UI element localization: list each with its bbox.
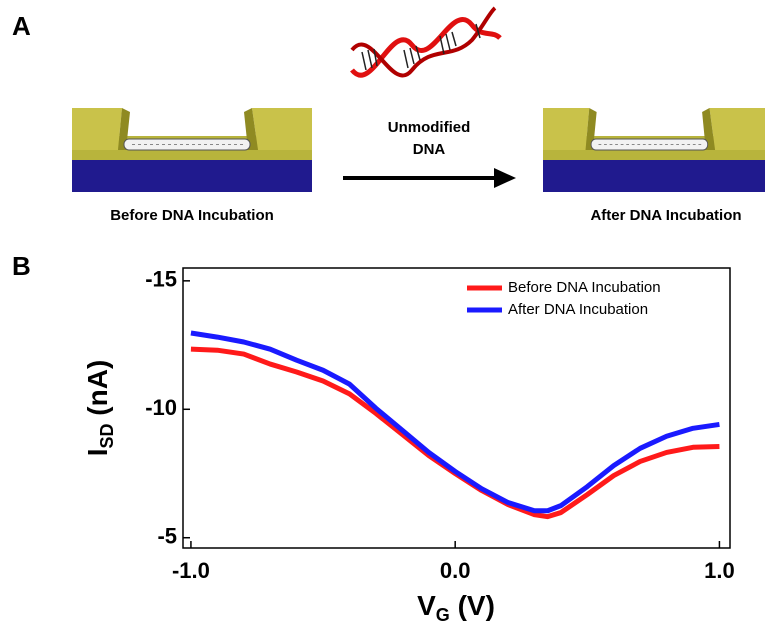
x-tick-label: 0.0	[440, 558, 471, 583]
x-axis-label: VG (V)	[417, 590, 495, 624]
device-after	[542, 107, 766, 193]
panel-label: A	[12, 11, 31, 41]
x-label-sub: G	[436, 605, 450, 625]
data-line	[190, 330, 720, 514]
y-tick-label: -5	[157, 524, 177, 549]
caption: Before DNA Incubation	[110, 207, 274, 224]
legend-label: Before DNA Incubation	[508, 279, 661, 296]
y-axis-label: ISD (nA)	[82, 360, 116, 457]
caption: After DNA Incubation	[590, 207, 741, 224]
x-label-rest: (V)	[450, 590, 495, 621]
x-label-main: V	[417, 590, 436, 621]
y-tick-label: -10	[145, 395, 177, 420]
data-line	[190, 346, 720, 520]
y-label-sub: SD	[97, 423, 117, 448]
device-before	[71, 107, 313, 193]
arrow-head	[494, 168, 516, 188]
legend-label: After DNA Incubation	[508, 301, 648, 318]
y-label-rest: (nA)	[82, 360, 113, 424]
plot-frame	[182, 267, 731, 549]
x-tick-label: -1.0	[172, 558, 210, 583]
panel-label: B	[12, 251, 31, 281]
arrow-label: Unmodified	[388, 119, 471, 136]
x-tick-label: 1.0	[704, 558, 735, 583]
dna-helix	[350, 6, 502, 78]
y-tick-label: -15	[145, 267, 177, 292]
y-label-main: I	[82, 449, 113, 457]
arrow-label: DNA	[413, 141, 446, 158]
